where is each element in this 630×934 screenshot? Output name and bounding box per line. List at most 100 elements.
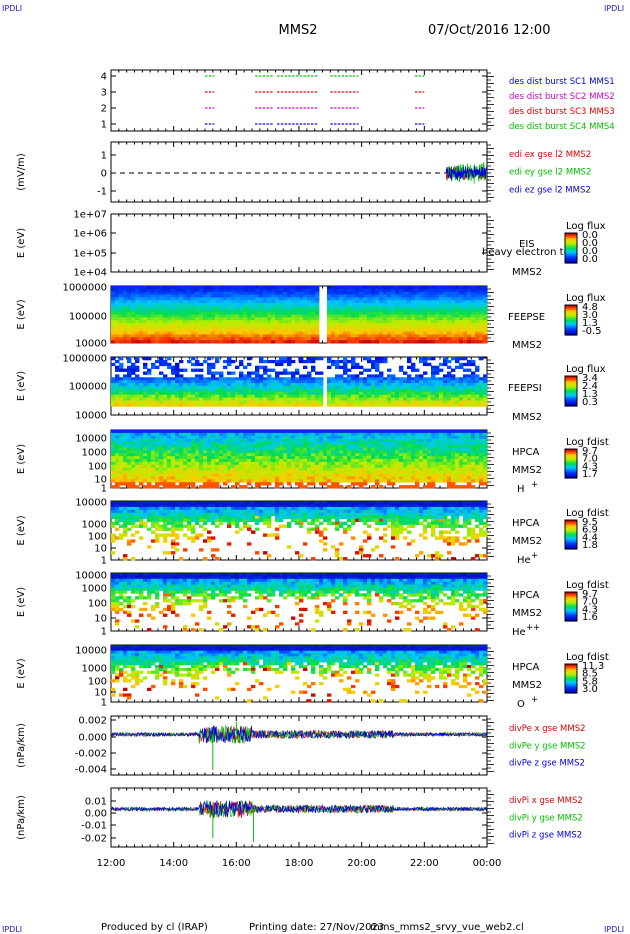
heatmap-cell xyxy=(279,325,284,330)
heatmap-cell xyxy=(371,365,376,369)
heatmap-cell xyxy=(175,340,180,344)
heatmap-cell xyxy=(367,328,372,332)
heatmap-cell xyxy=(255,331,260,335)
heatmap-cell xyxy=(179,297,184,301)
heatmap-cell xyxy=(439,311,444,315)
heatmap-cell xyxy=(135,473,140,477)
heatmap-cell xyxy=(187,317,192,321)
heatmap-cell xyxy=(219,308,224,313)
heatmap-cell xyxy=(443,357,448,361)
heatmap-cell xyxy=(451,374,456,378)
heatmap-cell xyxy=(251,394,256,398)
heatmap-cell xyxy=(291,459,296,463)
heatmap-cell xyxy=(471,300,476,304)
heatmap-cell xyxy=(303,374,308,378)
heatmap-cell xyxy=(291,308,296,313)
heatmap-cell xyxy=(251,328,256,332)
heatmap-cell xyxy=(211,311,216,315)
heatmap-cell xyxy=(415,391,420,396)
heatmap-cell xyxy=(287,294,292,298)
heatmap-cell xyxy=(143,461,148,466)
heatmap-cell xyxy=(363,383,368,387)
colorbar-swatch xyxy=(565,313,577,316)
heatmap-cell xyxy=(395,311,400,315)
heatmap-cell xyxy=(243,388,248,393)
heatmap-cell xyxy=(179,386,184,390)
colorbar-swatch xyxy=(565,331,577,334)
heatmap-cell xyxy=(407,365,412,369)
heatmap-cell xyxy=(123,317,128,321)
heatmap-cell xyxy=(399,311,404,315)
heatmap-cell xyxy=(235,297,240,301)
heatmap-cell xyxy=(423,305,428,310)
heatmap-cell xyxy=(127,311,132,315)
heatmap-cell xyxy=(167,303,172,307)
heatmap-cell xyxy=(263,311,268,315)
heatmap-cell xyxy=(187,461,192,466)
heatmap-cell xyxy=(247,311,252,315)
heatmap-cell xyxy=(159,357,164,361)
heatmap-cell xyxy=(283,388,288,393)
heatmap-cell xyxy=(275,334,280,338)
heatmap-cell xyxy=(355,340,360,344)
heatmap-cell xyxy=(239,362,244,367)
heatmap-cell xyxy=(183,328,188,332)
heatmap-cell xyxy=(219,470,224,474)
heatmap-cell xyxy=(299,305,304,310)
heatmap-cell xyxy=(175,476,180,480)
heatmap-cell xyxy=(227,386,232,390)
heatmap-cell xyxy=(207,459,212,463)
heatmap-cell xyxy=(267,438,272,442)
colorbar-swatch xyxy=(565,384,577,387)
heatmap-cell xyxy=(339,311,344,315)
heatmap-cell xyxy=(219,388,224,393)
heatmap-cell xyxy=(291,430,296,434)
heatmap-cell xyxy=(279,383,284,387)
heatmap-cell xyxy=(251,303,256,307)
heatmap-cell xyxy=(127,470,132,474)
heatmap-cell xyxy=(351,323,356,327)
heatmap-cell xyxy=(483,294,488,298)
heatmap-cell xyxy=(179,461,184,466)
heatmap-cell xyxy=(347,291,352,295)
heatmap-cell xyxy=(299,323,304,327)
heatmap-cell xyxy=(367,320,372,324)
heatmap-cell xyxy=(179,456,184,460)
heatmap-cell xyxy=(311,337,316,341)
heatmap-cell xyxy=(231,314,236,318)
heatmap-cell xyxy=(287,430,292,434)
heatmap-cell xyxy=(195,325,200,330)
heatmap-cell xyxy=(267,323,272,327)
heatmap-cell xyxy=(175,438,180,442)
heatmap-cell xyxy=(135,291,140,295)
heatmap-cell xyxy=(235,291,240,295)
heatmap-cell xyxy=(479,340,484,344)
heatmap-cell xyxy=(335,331,340,335)
corner-label-top-left: IPDLI xyxy=(2,4,22,13)
heatmap-cell xyxy=(475,303,480,307)
heatmap-cell xyxy=(379,359,384,364)
heatmap-cell xyxy=(423,288,428,293)
heatmap-cell xyxy=(431,383,436,387)
heatmap-cell xyxy=(275,314,280,318)
heatmap-cell xyxy=(327,340,332,344)
heatmap-cell xyxy=(399,291,404,295)
heatmap-cell xyxy=(163,473,168,477)
colorbar-swatch xyxy=(565,248,577,250)
heatmap-cell xyxy=(179,435,184,440)
heatmap-cell xyxy=(347,340,352,344)
heatmap-cell xyxy=(119,320,124,324)
heatmap-cell xyxy=(427,328,432,332)
heatmap-cell xyxy=(167,467,172,471)
heatmap-cell xyxy=(331,397,336,401)
heatmap-cell xyxy=(167,291,172,295)
heatmap-cell xyxy=(231,467,236,471)
heatmap-cell xyxy=(467,331,472,335)
heatmap-cell xyxy=(155,337,160,341)
heatmap-cell xyxy=(295,288,300,293)
heatmap-cell xyxy=(427,400,432,404)
heatmap-cell xyxy=(167,357,172,361)
heatmap-cell xyxy=(475,400,480,404)
heatmap-cell xyxy=(307,300,312,304)
